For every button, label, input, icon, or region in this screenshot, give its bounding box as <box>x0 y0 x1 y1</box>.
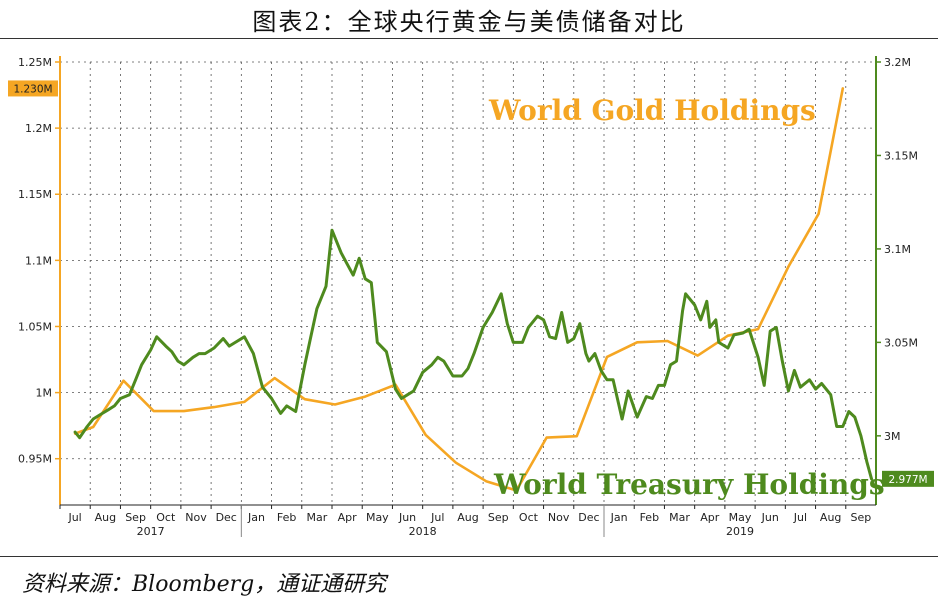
source-note: 资料来源：Bloomberg，通证通研究 <box>22 572 387 597</box>
y-tick-label-right: 3.05M <box>884 336 918 349</box>
y-tick-label-left: 0.95M <box>18 453 52 466</box>
x-year-label: 2017 <box>137 525 165 538</box>
x-tick-label: May <box>366 511 389 524</box>
x-tick-label: Feb <box>640 511 659 524</box>
x-tick-label: Feb <box>277 511 296 524</box>
bottom-divider <box>0 556 938 557</box>
top-divider <box>0 38 938 39</box>
x-tick-label: Apr <box>338 511 358 524</box>
series <box>73 87 873 492</box>
x-tick-label: Dec <box>578 511 599 524</box>
axes: 1.25M 1.2M 1.15M 1.1M 1.05M 1M 0.95M 3.2M 3.15M 3… <box>18 56 918 538</box>
x-tick-label: Jan <box>247 511 265 524</box>
series-label-treasury: World Treasury Holdings <box>493 468 885 501</box>
series-line-gold <box>73 87 845 492</box>
series-label-gold: World Gold Holdings <box>488 94 816 127</box>
value-badge-left-text: 1.230M <box>13 83 52 95</box>
y-tick-label-left: 1.25M <box>18 56 52 69</box>
x-tick-label: Nov <box>548 511 570 524</box>
x-tick-label: Jun <box>398 511 416 524</box>
x-year-label: 2019 <box>726 525 754 538</box>
y-tick-label-left: 1M <box>36 387 53 400</box>
x-tick-label: Mar <box>669 511 690 524</box>
series-line-treasury <box>73 228 873 481</box>
y-tick-label-right: 3M <box>884 430 901 443</box>
x-tick-label: Oct <box>519 511 539 524</box>
x-tick-label: Aug <box>457 511 478 524</box>
x-tick-label: Jan <box>610 511 628 524</box>
x-tick-label: Apr <box>700 511 720 524</box>
value-badge-right-text: 2.977M <box>888 474 927 486</box>
x-tick-label: Jul <box>67 511 81 524</box>
page-title: 图表2：全球央行黄金与美债储备对比 <box>252 8 686 36</box>
y-tick-label-left: 1.15M <box>18 188 52 201</box>
x-year-label: 2018 <box>409 525 437 538</box>
x-tick-label: Jul <box>793 511 807 524</box>
x-tick-label: Sep <box>125 511 146 524</box>
y-tick-label-right: 3.1M <box>884 243 911 256</box>
grid <box>59 61 877 505</box>
x-tick-label: Aug <box>95 511 116 524</box>
x-tick-label: Sep <box>851 511 872 524</box>
x-tick-label: Nov <box>185 511 207 524</box>
value-badge-right <box>882 470 934 487</box>
y-tick-label-left: 1.2M <box>25 122 52 135</box>
value-badge-left <box>8 80 58 97</box>
x-tick-label: Oct <box>156 511 176 524</box>
x-tick-label: Jun <box>761 511 779 524</box>
y-tick-label-left: 1.1M <box>25 254 52 267</box>
x-tick-label: Mar <box>307 511 328 524</box>
y-tick-label-left: 1.05M <box>18 320 52 333</box>
x-tick-label: Sep <box>488 511 509 524</box>
x-tick-label: May <box>729 511 752 524</box>
x-tick-label: Aug <box>820 511 841 524</box>
chart: 1.25M 1.2M 1.15M 1.1M 1.05M 1M 0.95M 3.2M 3.15M 3… <box>8 56 934 538</box>
series-labels: 1.230M 2.977M World Gold Holdings World Tre… <box>8 80 934 501</box>
x-tick-label: Dec <box>216 511 237 524</box>
y-tick-label-right: 3.15M <box>884 149 918 162</box>
y-tick-label-right: 3.2M <box>884 56 911 69</box>
x-tick-label: Jul <box>430 511 444 524</box>
